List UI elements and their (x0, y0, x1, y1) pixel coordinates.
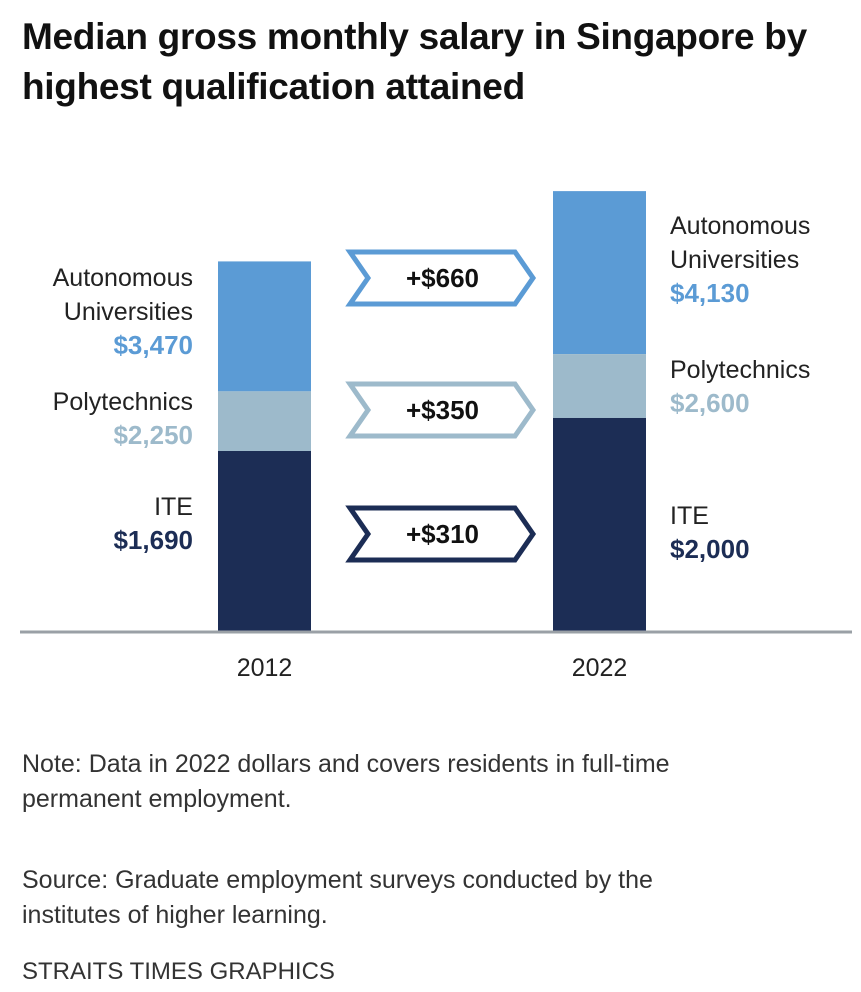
change-arrow (345, 249, 537, 307)
value-label: $2,600 (670, 388, 750, 418)
value-label: $1,690 (113, 525, 193, 555)
change-label: +$660 (406, 263, 479, 293)
note-line: permanent employment. (22, 785, 292, 813)
series-label: ITE (670, 502, 709, 530)
chart-area: 2012 2022 Autonomous Universities $3,470 Auto… (20, 191, 852, 682)
change-label: +$350 (406, 395, 479, 425)
chart-title: Median gross monthly salary in Singapore… (22, 16, 807, 107)
series-label: Universities (670, 246, 799, 274)
value-label: $2,250 (113, 420, 193, 450)
series-label: Polytechnics (53, 388, 193, 416)
change-arrow (345, 505, 537, 563)
bar-segment (553, 191, 646, 355)
series-label: Polytechnics (670, 356, 810, 384)
bar-segment (553, 354, 646, 418)
bar-segment (218, 261, 311, 392)
value-label: $3,470 (113, 330, 193, 360)
source-line: institutes of higher learning. (22, 901, 328, 929)
note-text: Note: Data in 2022 dollars and covers re… (22, 747, 670, 817)
value-label: $2,000 (670, 534, 750, 564)
series-label: ITE (154, 493, 193, 521)
change-label: +$310 (406, 519, 479, 549)
series-label: Universities (64, 298, 193, 326)
x-tick-label: 2022 (572, 654, 628, 682)
bar-segment (218, 451, 311, 631)
bar-segment (553, 417, 646, 631)
note-line: Note: Data in 2022 dollars and covers re… (22, 750, 670, 778)
value-label: $4,130 (670, 278, 750, 308)
series-label: Autonomous (53, 264, 193, 292)
credit: STRAITS TIMES GRAPHICS (22, 958, 335, 985)
bar-segment (218, 391, 311, 451)
series-label: Autonomous (670, 212, 810, 240)
source-text: Source: Graduate employment surveys cond… (22, 863, 653, 933)
change-arrow (345, 381, 537, 439)
x-tick-label: 2012 (237, 654, 293, 682)
source-line: Source: Graduate employment surveys cond… (22, 866, 653, 894)
